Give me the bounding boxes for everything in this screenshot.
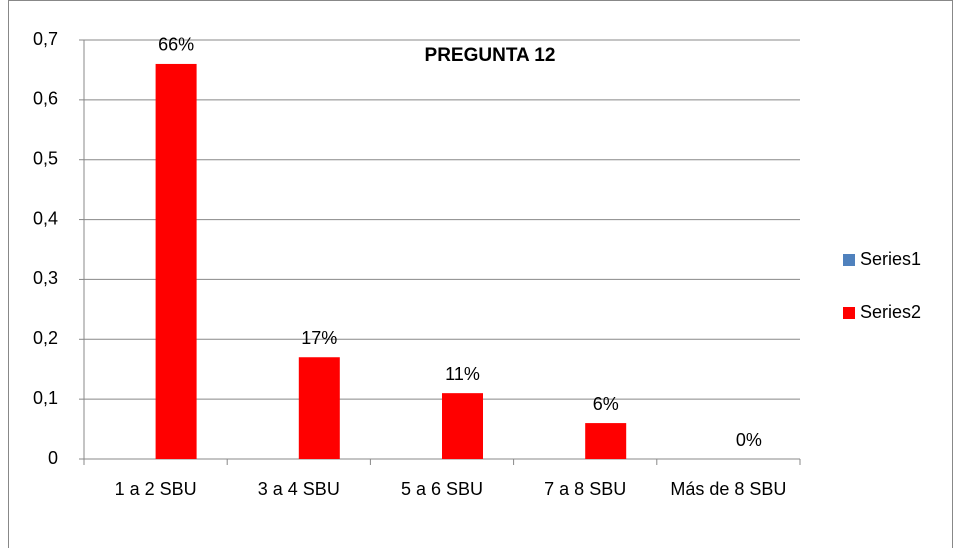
legend-label: Series1: [860, 249, 921, 269]
bar: [585, 423, 627, 459]
bar: [298, 357, 340, 459]
x-tick-label: 1 a 2 SBU: [114, 479, 197, 499]
y-tick-label: 0,7: [33, 29, 58, 49]
data-label: 6%: [593, 394, 619, 414]
x-tick-label: 7 a 8 SBU: [544, 479, 627, 499]
bar: [442, 393, 483, 459]
bar: [155, 63, 197, 459]
y-tick-label: 0,6: [33, 89, 58, 109]
x-tick-label-box: 1 a 2 SBU: [114, 479, 197, 499]
data-label: 0%: [736, 430, 762, 450]
x-tick-label-box: Más de 8 SBU: [670, 479, 787, 499]
y-tick-label: 0,4: [33, 208, 58, 228]
y-tick-label: 0,5: [33, 148, 58, 168]
chart-title: PREGUNTA 12: [425, 45, 556, 66]
y-tick-label: 0: [48, 448, 58, 468]
x-tick-label-box: 7 a 8 SBU: [544, 479, 627, 499]
x-tick-label: 3 a 4 SBU: [257, 479, 340, 499]
x-tick-label-box: 3 a 4 SBU: [257, 479, 340, 499]
x-tick-label: Más de 8 SBU: [670, 479, 787, 499]
y-tick-label: 0,1: [33, 388, 58, 408]
legend-label: Series2: [860, 302, 921, 322]
legend-swatch: [843, 254, 855, 266]
x-tick-label-box: 5 a 6 SBU: [400, 479, 484, 499]
data-label: 66%: [158, 35, 194, 55]
y-tick-label: 0,2: [33, 328, 58, 348]
y-tick-label: 0,3: [33, 268, 58, 288]
legend-swatch: [843, 307, 855, 319]
x-tick-label: 5 a 6 SBU: [400, 479, 484, 499]
data-label: 11%: [445, 364, 480, 384]
data-label: 17%: [301, 328, 337, 348]
